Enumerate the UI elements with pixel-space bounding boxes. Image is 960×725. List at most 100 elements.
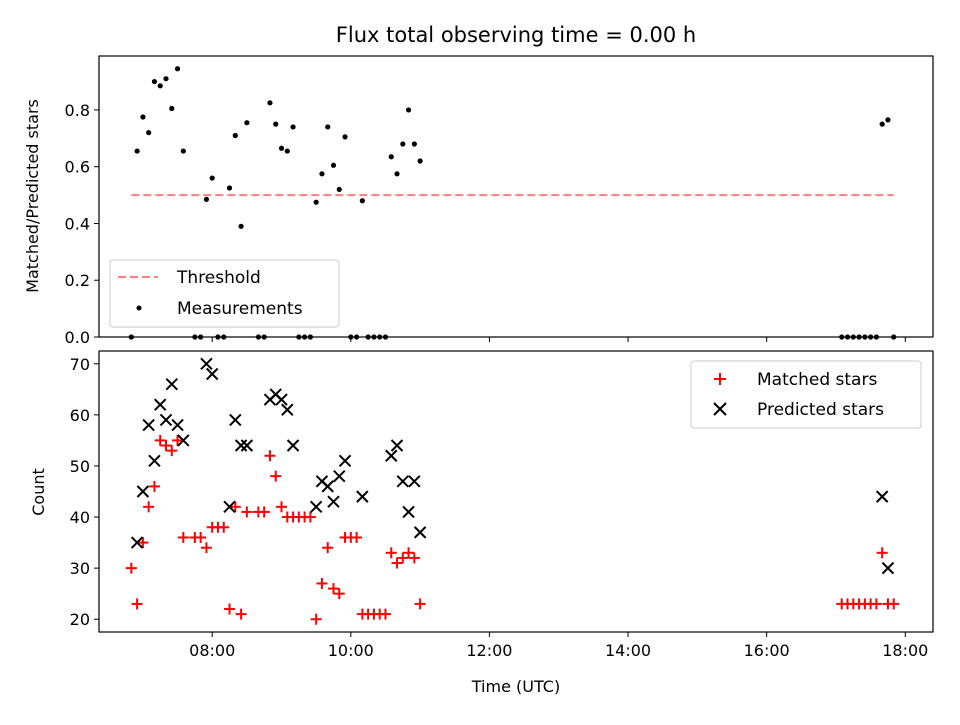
- predicted-point: [413, 526, 427, 539]
- matched-point: [195, 531, 207, 543]
- matched-point: [379, 608, 391, 620]
- measurement-point: [839, 334, 845, 340]
- y-tick-label: 40: [70, 508, 90, 527]
- predicted-point: [390, 439, 404, 452]
- y-tick-label: 30: [70, 559, 90, 578]
- measurement-point: [850, 334, 856, 340]
- top-panel: 0.0 0.2 0.4 0.6 0.8 Matched/Predicted stars: [23, 55, 934, 347]
- measurement-point: [879, 121, 885, 127]
- measurement-point: [307, 334, 313, 340]
- matched-point: [160, 440, 172, 452]
- matched-point: [408, 552, 420, 564]
- y-tick-label: 0.0: [65, 328, 90, 347]
- measurement-point: [856, 334, 862, 340]
- matched-point: [870, 598, 882, 610]
- y-tick-label: 50: [70, 457, 90, 476]
- measurement-point: [394, 171, 400, 177]
- matched-point: [403, 547, 415, 559]
- measurement-point: [325, 124, 331, 130]
- bottom-marks: [125, 357, 900, 625]
- measurement-point: [359, 198, 365, 204]
- predicted-point: [333, 469, 346, 483]
- measurement-point: [238, 223, 244, 229]
- matched-point: [876, 547, 888, 559]
- predicted-point: [136, 485, 150, 498]
- measurement-point: [134, 148, 140, 154]
- matched-point: [143, 501, 155, 513]
- x-tick-label: 18:00: [882, 641, 928, 660]
- predicted-point: [177, 434, 190, 447]
- measurement-point: [209, 175, 215, 181]
- legend-predicted-label: Predicted stars: [757, 400, 884, 420]
- predicted-point: [142, 418, 155, 432]
- predicted-point: [223, 500, 236, 514]
- measurement-point: [192, 334, 198, 340]
- x-tick-label: 10:00: [328, 641, 374, 660]
- matched-point: [224, 603, 236, 615]
- matched-point: [172, 434, 184, 446]
- bottom-legend: Matched stars Predicted stars: [690, 360, 922, 429]
- y-tick-label: 0.2: [65, 271, 90, 290]
- predicted-point: [275, 393, 288, 406]
- matched-point: [310, 613, 322, 625]
- predicted-point: [327, 495, 340, 508]
- measurement-point: [169, 105, 175, 112]
- predicted-point: [286, 439, 300, 452]
- legend-matched-swatch: [714, 373, 726, 385]
- measurement-point: [140, 114, 146, 120]
- bottom-panel: 20 30 40 50 60 70 08:00 10:00 12:00 14:00 16:00 18…: [29, 350, 934, 696]
- predicted-point: [229, 413, 242, 427]
- predicted-point: [171, 418, 184, 432]
- matched-point: [888, 598, 900, 610]
- x-tick-label: 14:00: [605, 641, 651, 660]
- y-tick-label: 60: [70, 406, 90, 425]
- top-y-ticks: 0.0 0.2 0.4 0.6 0.8: [65, 101, 99, 347]
- matched-point: [397, 552, 409, 564]
- measurement-point: [371, 334, 377, 340]
- measurement-point: [284, 148, 290, 154]
- measurement-point: [226, 185, 233, 191]
- legend-matched-label: Matched stars: [757, 370, 877, 390]
- matched-point: [148, 480, 160, 492]
- y-tick-label: 70: [70, 355, 90, 374]
- measurement-point: [255, 334, 262, 340]
- measurement-point: [417, 158, 423, 164]
- matched-point: [131, 598, 143, 610]
- measurement-point: [342, 134, 348, 140]
- measurement-point: [232, 132, 238, 139]
- matched-point: [316, 577, 328, 589]
- measurement-point: [319, 171, 325, 177]
- predicted-point: [130, 536, 144, 549]
- measurement-point: [313, 199, 319, 205]
- predicted-point: [281, 403, 294, 416]
- matched-point: [351, 531, 363, 543]
- predicted-point: [385, 449, 398, 462]
- predicted-point: [875, 490, 889, 503]
- measurement-point: [400, 141, 406, 147]
- x-axis-label: Time (UTC): [471, 677, 560, 696]
- bottom-x-ticks: 08:00 10:00 12:00 14:00 16:00 18:00: [189, 632, 928, 660]
- measurement-point: [296, 334, 302, 340]
- matched-point: [166, 445, 178, 457]
- predicted-point: [356, 490, 369, 503]
- bottom-legend-box: [690, 360, 922, 429]
- top-axes-frame: [98, 55, 934, 338]
- bottom-y-axis-label: Count: [29, 468, 48, 516]
- legend-threshold-label: Threshold: [176, 268, 261, 288]
- measurement-point: [382, 334, 389, 340]
- x-tick-label: 12:00: [466, 641, 512, 660]
- matched-point: [229, 501, 241, 513]
- matched-point: [241, 506, 253, 518]
- measurement-point: [203, 196, 210, 202]
- matched-point: [137, 537, 149, 549]
- measurement-point: [873, 334, 879, 340]
- matched-point: [177, 531, 189, 543]
- measurement-point: [273, 121, 279, 127]
- measurement-point: [336, 186, 342, 193]
- matched-point: [264, 450, 276, 462]
- predicted-point: [396, 475, 410, 488]
- measurement-point: [180, 148, 186, 154]
- predicted-point: [200, 357, 213, 370]
- measurement-point: [163, 76, 169, 82]
- measurement-point: [868, 334, 874, 340]
